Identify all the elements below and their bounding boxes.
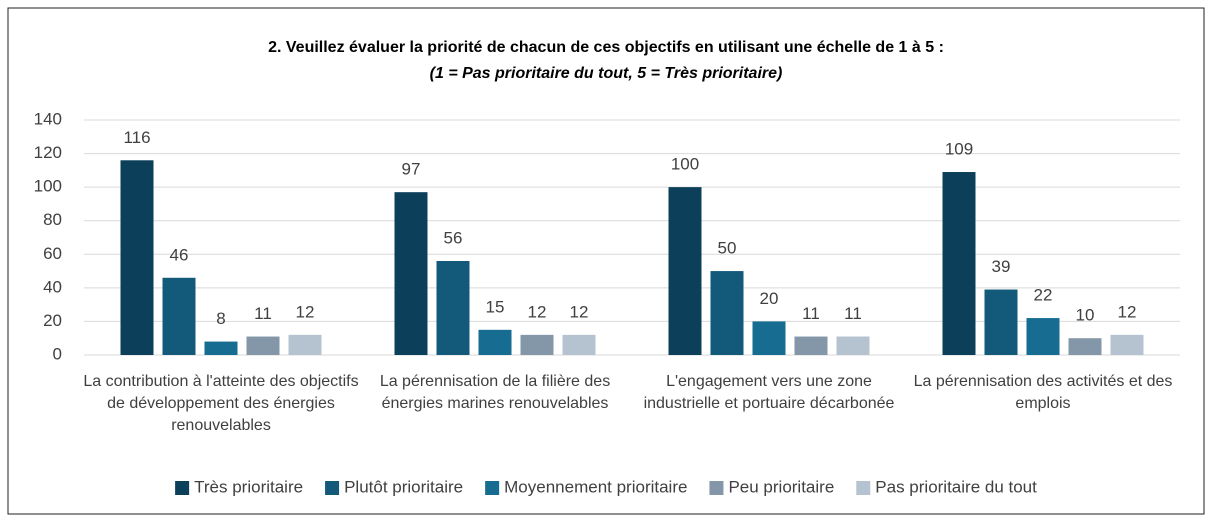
bar (120, 160, 154, 355)
legend-label: Moyennement prioritaire (504, 477, 687, 496)
data-label: 46 (170, 245, 189, 264)
bar (478, 329, 512, 355)
bar (942, 172, 976, 355)
data-label: 11 (844, 304, 862, 323)
data-label: 50 (718, 239, 737, 258)
x-tick-label: L'engagement vers une zone industrielle … (643, 373, 895, 412)
data-label: 12 (528, 302, 547, 321)
legend-swatch (709, 481, 724, 495)
bar (520, 334, 554, 355)
chart-subtitle: (1 = Pas prioritaire du tout, 5 = Très p… (430, 65, 783, 82)
legend-label: Peu prioritaire (728, 477, 834, 496)
bar (984, 289, 1018, 355)
data-label: 12 (296, 302, 315, 321)
data-label: 39 (992, 257, 1011, 276)
y-tick-label: 120 (34, 143, 62, 162)
y-tick-label: 60 (43, 244, 62, 263)
bar (794, 336, 828, 355)
legend-label: Pas prioritaire du tout (875, 477, 1037, 496)
bar (1110, 334, 1144, 355)
data-label: 10 (1076, 306, 1095, 325)
data-label: 100 (671, 155, 699, 174)
bar (204, 341, 238, 355)
chart-title: 2. Veuillez évaluer la priorité de chacu… (268, 39, 944, 56)
data-label: 8 (216, 309, 225, 328)
data-label: 116 (123, 128, 150, 147)
bar (1068, 338, 1102, 355)
bar (752, 321, 786, 355)
data-label: 15 (486, 297, 505, 316)
x-tick-label: La contribution à l'atteinte des objecti… (83, 373, 359, 434)
bar (162, 277, 196, 355)
bar (710, 271, 744, 355)
bar (668, 187, 702, 355)
y-tick-label: 140 (34, 109, 62, 128)
data-label: 12 (570, 302, 589, 321)
x-tick-label: La pérennisation de la filière des énerg… (379, 373, 611, 412)
x-tick-label-box: La pérennisation de la filière des énerg… (379, 373, 611, 412)
bar (246, 336, 280, 355)
legend-swatch (325, 481, 340, 495)
bar (394, 192, 428, 355)
bar (562, 334, 596, 355)
data-label: 97 (402, 160, 421, 179)
legend-swatch (856, 481, 871, 495)
legend: Très prioritaire Plutôt prioritaire Moyenn… (175, 477, 1037, 496)
legend-swatch (175, 481, 190, 495)
y-tick-label: 100 (34, 177, 62, 196)
data-label: 12 (1118, 302, 1137, 321)
y-tick-label: 40 (43, 277, 62, 296)
bar (288, 334, 322, 355)
data-label: 20 (760, 289, 779, 308)
bar (836, 336, 870, 355)
data-label: 109 (945, 140, 973, 159)
legend-label: Plutôt prioritaire (344, 477, 463, 496)
y-tick-label: 80 (43, 210, 62, 229)
data-label: 11 (254, 304, 272, 323)
chart-border (7, 7, 1205, 515)
y-tick-label: 0 (53, 344, 62, 363)
y-tick-label: 20 (43, 311, 62, 330)
x-tick-label-box: L'engagement vers une zone industrielle … (643, 373, 895, 412)
legend-swatch (485, 481, 500, 495)
x-tick-label: La pérennisation des activités et des em… (913, 373, 1173, 412)
data-label: 56 (444, 228, 463, 247)
x-tick-label-box: La pérennisation des activités et des em… (913, 373, 1173, 412)
legend-label: Très prioritaire (194, 477, 303, 496)
data-label: 22 (1034, 286, 1053, 305)
data-label: 11 (802, 304, 820, 323)
bar (1026, 318, 1060, 355)
bar (436, 261, 470, 355)
x-tick-label-box: La contribution à l'atteinte des objecti… (83, 373, 359, 434)
